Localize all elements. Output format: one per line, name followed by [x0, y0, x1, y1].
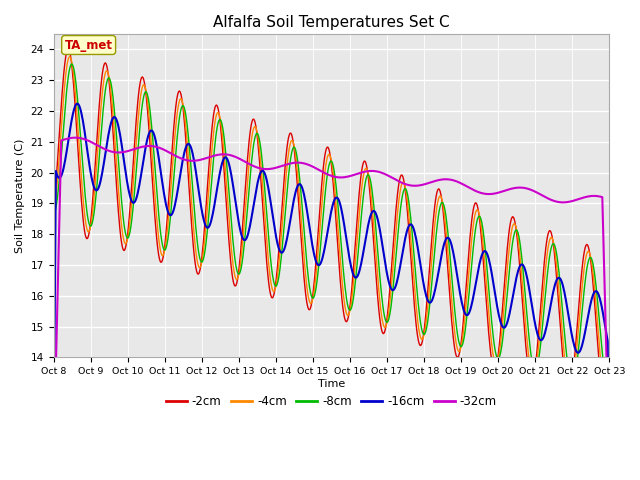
-8cm	[68, 61, 76, 67]
-4cm	[118, 223, 125, 228]
-4cm	[66, 54, 74, 60]
-32cm	[400, 180, 408, 186]
-4cm	[60, 95, 67, 100]
Line: -8cm: -8cm	[54, 64, 609, 395]
-16cm	[74, 101, 81, 107]
-8cm	[204, 228, 211, 234]
-2cm	[65, 46, 72, 52]
-32cm	[174, 154, 182, 160]
-8cm	[400, 188, 408, 193]
-4cm	[50, 212, 58, 217]
-2cm	[602, 403, 609, 408]
-2cm	[605, 389, 613, 395]
-32cm	[71, 135, 79, 141]
-32cm	[50, 462, 58, 468]
-32cm	[118, 149, 125, 155]
-16cm	[50, 475, 58, 480]
-8cm	[118, 198, 125, 204]
-32cm	[204, 155, 211, 161]
-16cm	[416, 258, 424, 264]
-16cm	[400, 243, 408, 249]
-2cm	[60, 72, 67, 78]
-4cm	[400, 180, 408, 185]
-16cm	[60, 165, 67, 171]
-4cm	[603, 397, 611, 403]
X-axis label: Time: Time	[318, 379, 345, 389]
-8cm	[174, 127, 182, 133]
-4cm	[416, 332, 424, 338]
-2cm	[400, 177, 408, 183]
Legend: -2cm, -4cm, -8cm, -16cm, -32cm: -2cm, -4cm, -8cm, -16cm, -32cm	[161, 391, 502, 413]
-2cm	[416, 342, 424, 348]
-4cm	[204, 205, 211, 211]
-8cm	[416, 315, 424, 321]
-4cm	[605, 393, 613, 398]
-16cm	[118, 141, 125, 147]
-8cm	[50, 211, 58, 217]
Line: -4cm: -4cm	[54, 57, 609, 400]
Text: TA_met: TA_met	[65, 38, 113, 51]
-32cm	[605, 461, 613, 467]
Line: -16cm: -16cm	[54, 104, 609, 480]
-2cm	[118, 240, 125, 245]
-2cm	[50, 207, 58, 213]
Line: -2cm: -2cm	[54, 49, 609, 406]
-8cm	[605, 392, 613, 398]
-2cm	[204, 186, 211, 192]
-16cm	[174, 186, 182, 192]
-16cm	[204, 225, 211, 230]
Line: -32cm: -32cm	[54, 138, 609, 465]
Title: Alfalfa Soil Temperatures Set C: Alfalfa Soil Temperatures Set C	[213, 15, 450, 30]
-32cm	[416, 182, 424, 188]
-4cm	[174, 105, 182, 111]
-2cm	[174, 91, 182, 96]
-32cm	[60, 137, 67, 143]
-8cm	[60, 124, 67, 130]
Y-axis label: Soil Temperature (C): Soil Temperature (C)	[15, 139, 25, 253]
